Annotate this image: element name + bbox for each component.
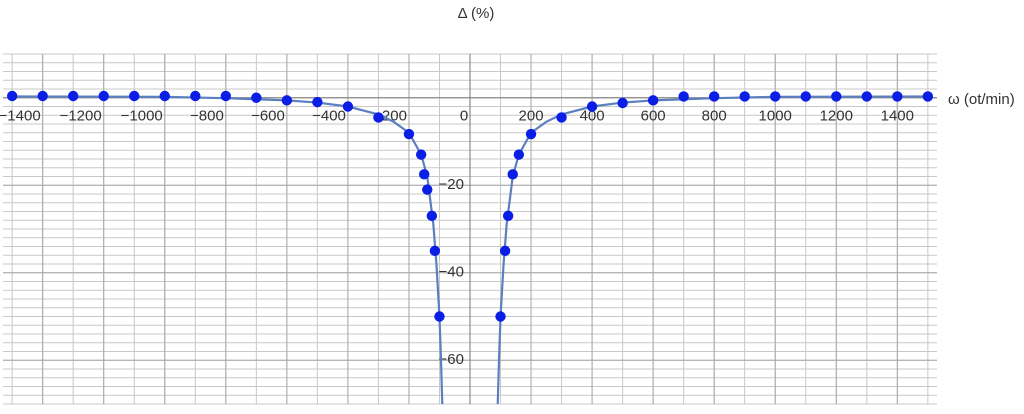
data-point [251, 92, 262, 103]
x-tick-label: 1400 [881, 108, 914, 125]
data-point [892, 91, 903, 102]
data-point [220, 90, 232, 102]
x-tick-label: 0 [460, 108, 468, 125]
x-tick-label: −800 [190, 108, 224, 125]
data-point [422, 184, 433, 195]
data-point [678, 91, 689, 102]
data-point [499, 245, 511, 257]
data-point [98, 90, 109, 102]
x-tick-label: −1400 [0, 108, 41, 125]
x-tick-label: −1200 [60, 108, 102, 125]
x-tick-label: 600 [641, 108, 666, 125]
y-tick-label: −40 [439, 264, 464, 281]
data-point [556, 112, 567, 123]
x-tick-label: −400 [312, 108, 346, 125]
data-point [770, 91, 781, 102]
x-axis-label: ω (ot/min) [948, 91, 1015, 108]
y-tick-label: −60 [439, 351, 464, 368]
data-point [281, 95, 293, 106]
data-point [507, 169, 518, 180]
data-point [922, 91, 934, 102]
data-point [37, 90, 48, 102]
data-point [513, 149, 525, 160]
data-point [129, 90, 140, 102]
data-point [586, 101, 598, 112]
data-point [373, 112, 384, 123]
data-point [502, 210, 514, 222]
data-point [708, 91, 720, 102]
plot-area [6, 90, 934, 404]
data-point [739, 91, 750, 102]
x-tick-label: 1000 [759, 108, 792, 125]
x-tick-label: 400 [580, 108, 605, 125]
data-point [800, 91, 811, 102]
data-point [6, 90, 18, 102]
data-point [312, 96, 323, 108]
data-point [68, 90, 79, 102]
x-tick-label: −600 [251, 108, 285, 125]
data-point [831, 91, 842, 102]
y-axis-label: Δ (%) [458, 5, 495, 22]
y-tick-label: −20 [439, 176, 464, 193]
data-point [415, 149, 427, 160]
x-tick-label: 200 [519, 108, 544, 125]
data-point [434, 311, 445, 322]
x-tick-label: −1000 [121, 108, 163, 125]
data-point [617, 97, 628, 109]
data-point [525, 128, 537, 140]
data-point [495, 311, 506, 322]
x-tick-label: 800 [702, 108, 727, 125]
x-tick-label: 1200 [820, 108, 853, 125]
data-point [426, 210, 438, 222]
data-point [403, 128, 415, 140]
data-point [342, 101, 354, 112]
data-point [429, 245, 441, 257]
data-point [647, 95, 659, 106]
data-point [159, 90, 170, 102]
data-point [190, 90, 201, 102]
data-point [419, 169, 430, 180]
data-point [861, 91, 872, 102]
